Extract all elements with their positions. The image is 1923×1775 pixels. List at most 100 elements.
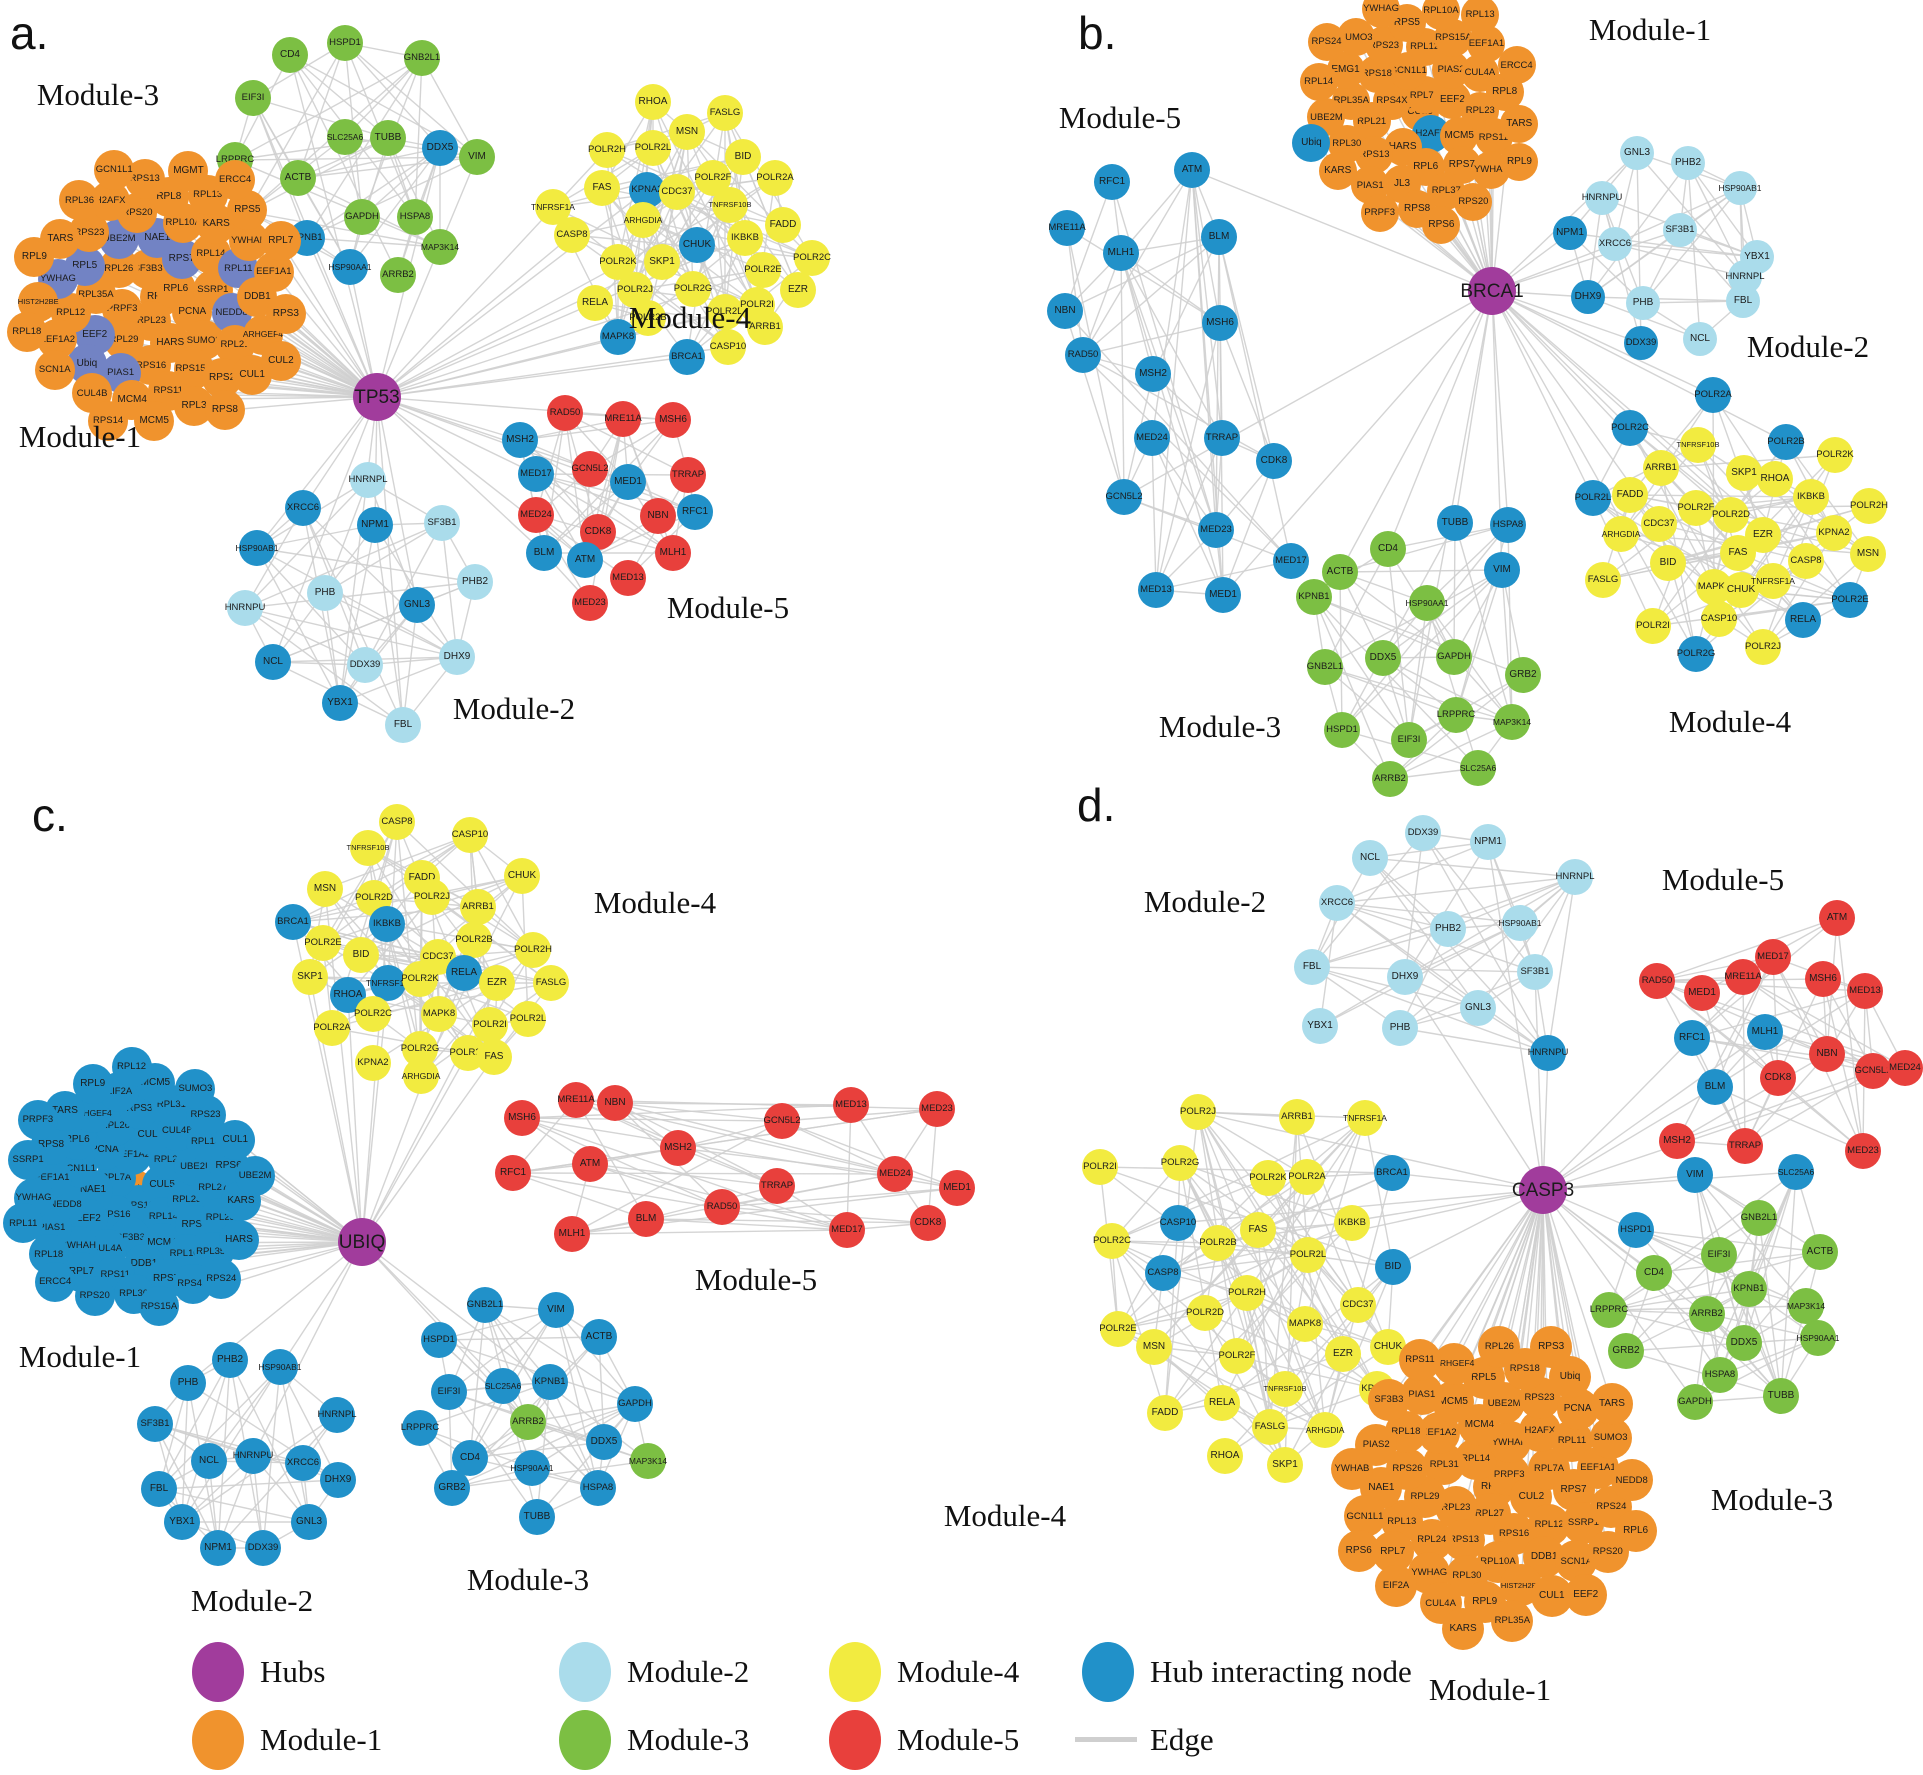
node-tubb: TUBB <box>370 120 406 156</box>
node-polr2k: POLR2K <box>401 961 439 997</box>
node-eif3i: EIF3I <box>431 1374 467 1410</box>
node-polr2h: POLR2H <box>514 932 552 968</box>
node-bid: BID <box>725 139 761 175</box>
module-label-module-4: Module-4 <box>593 885 717 920</box>
node-lrpprc: LRPPRC <box>1590 1292 1628 1328</box>
node-polr2c: POLR2C <box>793 240 831 276</box>
node-dhx9: DHX9 <box>320 1462 356 1498</box>
node-arhgdia: ARHGDIA <box>624 202 662 238</box>
node-fadd: FADD <box>1147 1395 1183 1431</box>
node-ncl: NCL <box>255 644 291 680</box>
node-npm1: NPM1 <box>1470 824 1506 860</box>
module-label-module-4: Module-4 <box>943 1498 1067 1533</box>
legend-label-edge: Edge <box>1150 1722 1214 1757</box>
legend-label-module-2: Module-2 <box>627 1654 750 1689</box>
panel-letter-a: a. <box>10 7 49 59</box>
node-polr2i: POLR2I <box>472 1007 508 1043</box>
node-nbn: NBN <box>597 1085 633 1121</box>
node-ikbkb: IKBKB <box>1793 479 1829 515</box>
node-polr2g: POLR2G <box>1677 636 1715 672</box>
node-faslg: FASLG <box>707 95 743 131</box>
node-polr2a: POLR2A <box>756 160 794 196</box>
legend-swatch-module-1 <box>192 1710 244 1770</box>
node-phb: PHB <box>1382 1010 1418 1046</box>
legend-label-module-1: Module-1 <box>260 1722 383 1757</box>
node-dhx9: DHX9 <box>1387 959 1423 995</box>
node-rps8: RPS8 <box>204 390 245 431</box>
node-nedd8: NEDD8 <box>1610 1459 1653 1502</box>
node-hspd1: HSPD1 <box>1618 1212 1654 1248</box>
node-vim: VIM <box>1484 552 1520 588</box>
node-med1: MED1 <box>610 464 646 500</box>
node-cdk8: CDK8 <box>910 1205 946 1241</box>
node-mapk8: MAPK8 <box>1287 1306 1323 1342</box>
node-casp10: CASP10 <box>1160 1205 1196 1241</box>
node-mlh1: MLH1 <box>655 535 691 571</box>
node-trrap: TRRAP <box>1204 420 1240 456</box>
node-polr2k: POLR2K <box>1816 437 1854 473</box>
legend-label-module-3: Module-3 <box>627 1722 750 1757</box>
module-label-module-1: Module-1 <box>18 419 142 454</box>
node-ikbkb: IKBKB <box>727 220 763 256</box>
node-cdk8: CDK8 <box>1760 1060 1796 1096</box>
node-xrcc6: XRCC6 <box>1319 885 1355 921</box>
node-faslg: FASLG <box>1252 1409 1288 1445</box>
node-rps15a: RPS15A <box>138 1286 179 1327</box>
node-casp8: CASP8 <box>1145 1255 1181 1291</box>
node-tnfrsf10b: TNFRSF10B <box>709 187 751 223</box>
node-msh6: MSH6 <box>655 402 691 438</box>
module-label-module-5: Module-5 <box>666 590 790 625</box>
node-phb2: PHB2 <box>1430 911 1466 947</box>
node-fadd: FADD <box>1612 477 1648 513</box>
node-polr2l: POLR2L <box>1575 480 1611 516</box>
node-rpl13: RPL13 <box>1461 0 1500 35</box>
node-nbn: NBN <box>1809 1036 1845 1072</box>
node-sf3b1: SF3B1 <box>1663 213 1697 247</box>
node-rpl11: RPL11 <box>3 1203 44 1244</box>
node-rfc1: RFC1 <box>1674 1020 1710 1056</box>
node-phb: PHB <box>170 1365 206 1401</box>
node-actb: ACTB <box>1802 1234 1838 1270</box>
node-gnl3: GNL3 <box>291 1504 327 1540</box>
node-msh6: MSH6 <box>504 1100 540 1136</box>
node-prpf3: PRPF3 <box>17 1099 58 1140</box>
node-eef2: EEF2 <box>1564 1574 1607 1617</box>
node-rfc1: RFC1 <box>495 1155 531 1191</box>
node-atm: ATM <box>567 542 603 578</box>
node-hsp90aa1: HSP90AA1 <box>1406 585 1449 621</box>
node-msh2: MSH2 <box>1135 356 1171 392</box>
node-kpnb1: KPNB1 <box>1296 579 1332 615</box>
node-rpl36: RPL36 <box>59 180 100 221</box>
node-fas: FAS <box>1240 1212 1276 1248</box>
node-phb: PHB <box>1626 286 1660 320</box>
node-arrb1: ARRB1 <box>460 889 496 925</box>
panel-letter-c: c. <box>32 789 68 841</box>
node-msh2: MSH2 <box>660 1130 696 1166</box>
node-polr2i: POLR2I <box>1082 1149 1118 1185</box>
node-ercc4: ERCC4 <box>1497 46 1536 85</box>
node-ezr: EZR <box>1325 1336 1361 1372</box>
node-rela: RELA <box>446 955 482 991</box>
node-tubb: TUBB <box>1763 1378 1799 1414</box>
node-mre11a: MRE11A <box>1724 959 1762 995</box>
hub-node-casp3: CASP3 <box>1512 1166 1574 1214</box>
node-dhx9: DHX9 <box>1571 280 1605 314</box>
node-hspa8: HSPA8 <box>580 1470 616 1506</box>
node-bid: BID <box>1375 1249 1411 1285</box>
node-msn: MSN <box>1136 1329 1172 1365</box>
node-polr2e: POLR2E <box>304 925 342 961</box>
node-cd4: CD4 <box>1636 1255 1672 1291</box>
hub-node-ubiq: UBIQ <box>338 1218 386 1266</box>
node-ybx1: YBX1 <box>1302 1008 1338 1044</box>
node-med17: MED17 <box>1273 543 1309 579</box>
node-kars: KARS <box>1318 152 1357 191</box>
legend-label-module-4: Module-4 <box>897 1654 1020 1689</box>
node-gcn5l2: GCN5L2 <box>572 451 608 487</box>
node-polr2b: POLR2B <box>629 300 667 336</box>
node-hspd1: HSPD1 <box>327 25 363 61</box>
node-rps24: RPS24 <box>1307 23 1346 62</box>
node-polr2a: POLR2A <box>313 1010 351 1046</box>
node-hsp90ab1: HSP90AB1 <box>236 530 279 566</box>
node-polr2d: POLR2D <box>1712 497 1750 533</box>
node-cdc37: CDC37 <box>1641 506 1677 542</box>
